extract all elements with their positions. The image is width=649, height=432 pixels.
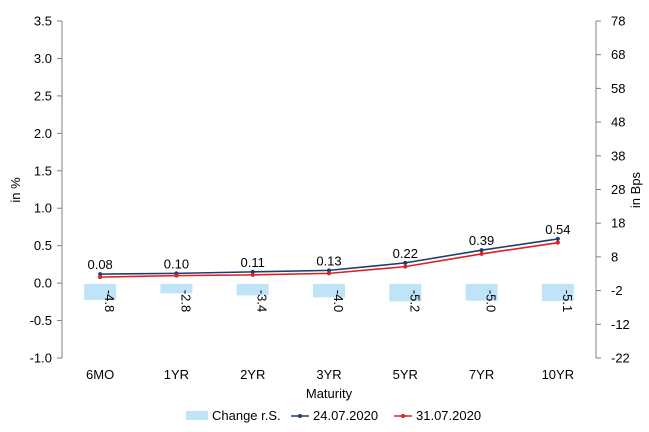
line-value-label: 0.08 — [87, 257, 112, 272]
y-tick-label-left: 2.0 — [34, 126, 52, 141]
legend-label: 24.07.2020 — [313, 408, 378, 423]
bar-value-label: -5.1 — [560, 290, 575, 312]
y-tick-label-right: 78 — [611, 14, 625, 29]
line-point-31.07.2020 — [479, 251, 484, 256]
y-tick-label-right: -2 — [611, 283, 623, 298]
bar-change-10YR — [541, 283, 574, 302]
bar-value-label: -3.4 — [255, 290, 270, 312]
x-tick-label: 10YR — [542, 367, 575, 382]
y-tick-label-right: 68 — [611, 47, 625, 62]
line-point-24.07.2020 — [403, 260, 408, 265]
y-tick-label-left: 1.0 — [34, 201, 52, 216]
bar-change-3YR — [313, 283, 345, 298]
y-tick-label-left: 1.5 — [34, 163, 52, 178]
legend-swatch-marker — [401, 414, 405, 418]
y-tick-label-left: 3.5 — [34, 14, 52, 29]
bar-change-2YR — [236, 283, 269, 296]
line-point-31.07.2020 — [250, 272, 255, 277]
y-tick-label-right: -22 — [611, 351, 630, 366]
y-axis-title-right: in Bps — [628, 171, 643, 208]
y-tick-label-right: -12 — [611, 317, 630, 332]
line-point-31.07.2020 — [174, 273, 179, 278]
x-tick-label: 3YR — [316, 367, 341, 382]
x-tick-label: 5YR — [393, 367, 418, 382]
bar-value-label: -4.8 — [102, 290, 117, 312]
bar-change-6MO — [84, 283, 117, 301]
legend-label: Change r.S. — [212, 408, 281, 423]
y-tick-label-right: 18 — [611, 216, 625, 231]
y-tick-label-left: 0.5 — [34, 238, 52, 253]
line-point-31.07.2020 — [327, 271, 331, 276]
x-axis-title: Maturity — [306, 386, 353, 401]
y-tick-label-right: 58 — [611, 81, 625, 96]
line-value-label: 0.11 — [241, 255, 265, 270]
line-value-label: 0.13 — [316, 253, 341, 268]
legend-swatch-marker — [298, 414, 302, 418]
legend-label: 31.07.2020 — [416, 408, 481, 423]
line-value-label: 0.39 — [469, 233, 494, 248]
line-point-31.07.2020 — [403, 264, 408, 269]
y-tick-label-right: 38 — [611, 148, 625, 163]
y-tick-label-left: 0.0 — [34, 276, 52, 291]
bar-change-5YR — [389, 283, 422, 302]
y-tick-label-right: 8 — [611, 249, 618, 264]
line-point-24.07.2020 — [98, 272, 103, 277]
line-point-24.07.2020 — [250, 269, 255, 274]
y-axis-title-left: in % — [8, 177, 23, 203]
bar-change-1YR — [160, 283, 193, 294]
bar-change-7YR — [465, 283, 498, 301]
bar-value-label: -2.8 — [178, 290, 193, 312]
line-point-24.07.2020 — [555, 236, 560, 241]
x-tick-label: 1YR — [164, 367, 189, 382]
y-tick-label-left: 3.0 — [34, 51, 52, 66]
line-point-31.07.2020 — [555, 240, 560, 245]
line-point-24.07.2020 — [327, 268, 331, 273]
x-tick-label: 2YR — [240, 367, 265, 382]
bar-value-label: -5.2 — [407, 290, 422, 312]
y-tick-label-right: 28 — [611, 182, 625, 197]
y-tick-label-right: 48 — [611, 115, 625, 130]
y-tick-label-left: 2.5 — [34, 88, 52, 103]
line-point-31.07.2020 — [98, 275, 103, 280]
line-value-label: 0.54 — [545, 222, 570, 237]
line-value-label: 0.10 — [164, 256, 189, 271]
legend-swatch-bar — [186, 411, 208, 420]
x-tick-label: 7YR — [469, 367, 494, 382]
line-value-label: 0.22 — [393, 246, 418, 261]
bar-value-label: -5.0 — [484, 290, 499, 312]
x-tick-label: 6MO — [86, 367, 114, 382]
y-tick-label-left: -1.0 — [30, 351, 52, 366]
y-tick-label-left: -0.5 — [30, 313, 52, 328]
line-point-24.07.2020 — [479, 248, 484, 253]
bar-value-label: -4.0 — [331, 290, 346, 312]
